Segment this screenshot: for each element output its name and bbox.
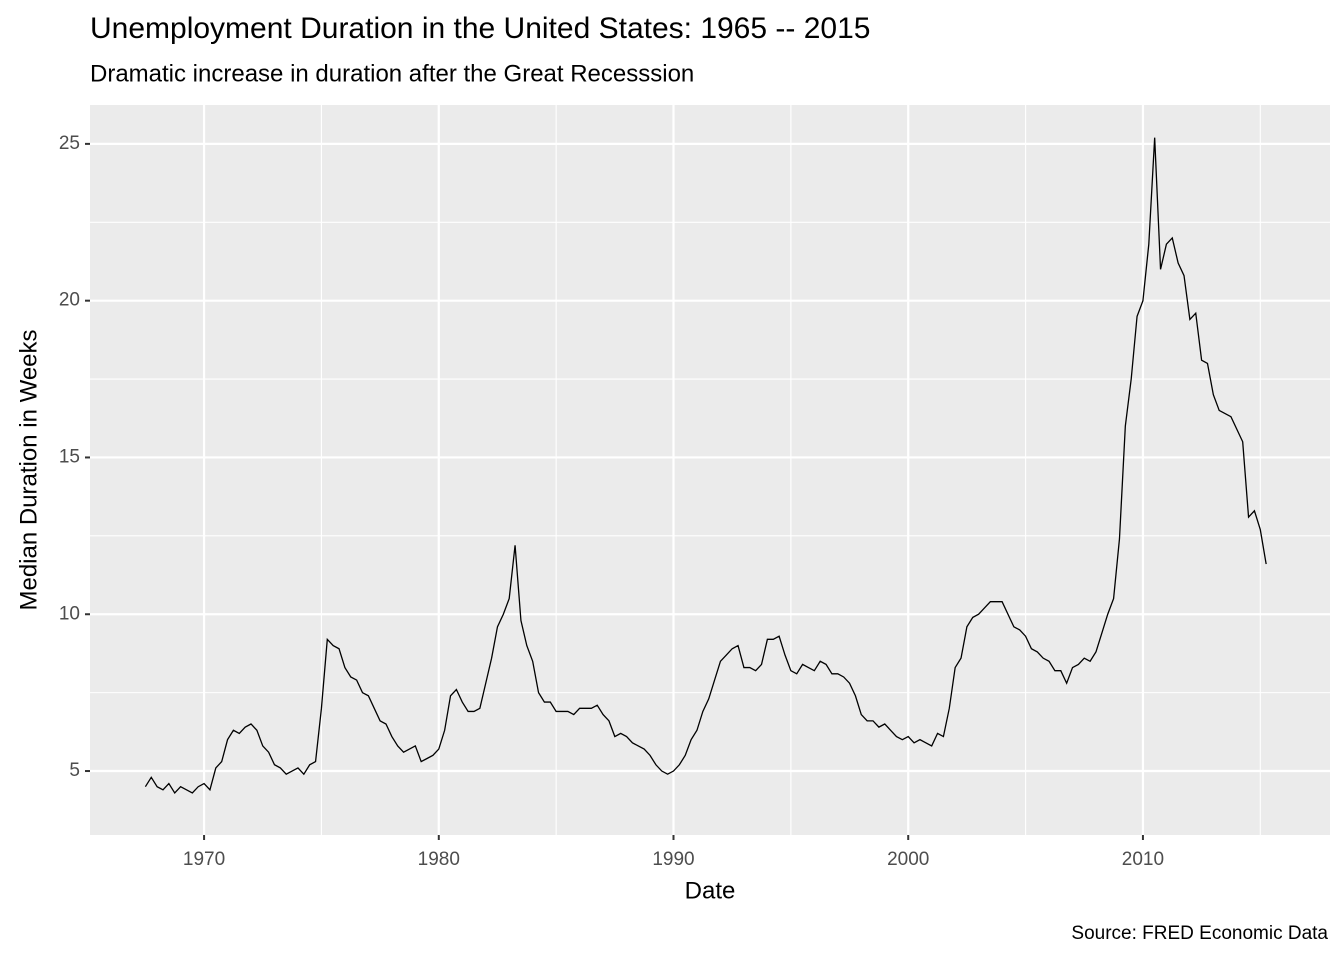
x-tick-label: 2000 [887, 849, 929, 870]
grid [90, 105, 1330, 835]
y-tick-label: 25 [59, 133, 80, 154]
y-axis-title: Median Duration in Weeks [15, 329, 42, 610]
y-tick-label: 20 [59, 290, 80, 311]
y-tick-label: 15 [59, 446, 80, 467]
chart-title: Unemployment Duration in the United Stat… [90, 12, 870, 45]
x-axis-title: Date [685, 877, 736, 904]
y-tick-label: 5 [69, 760, 80, 781]
data-line [144, 137, 1267, 795]
x-tick-label: 2010 [1122, 849, 1164, 870]
x-tick-label: 1970 [183, 849, 225, 870]
chart-subtitle: Dramatic increase in duration after the … [90, 60, 694, 87]
x-tick-label: 1990 [652, 849, 694, 870]
x-tick-label: 1980 [418, 849, 460, 870]
y-tick-label: 10 [59, 603, 80, 624]
caption: Source: FRED Economic Data [1071, 923, 1328, 944]
